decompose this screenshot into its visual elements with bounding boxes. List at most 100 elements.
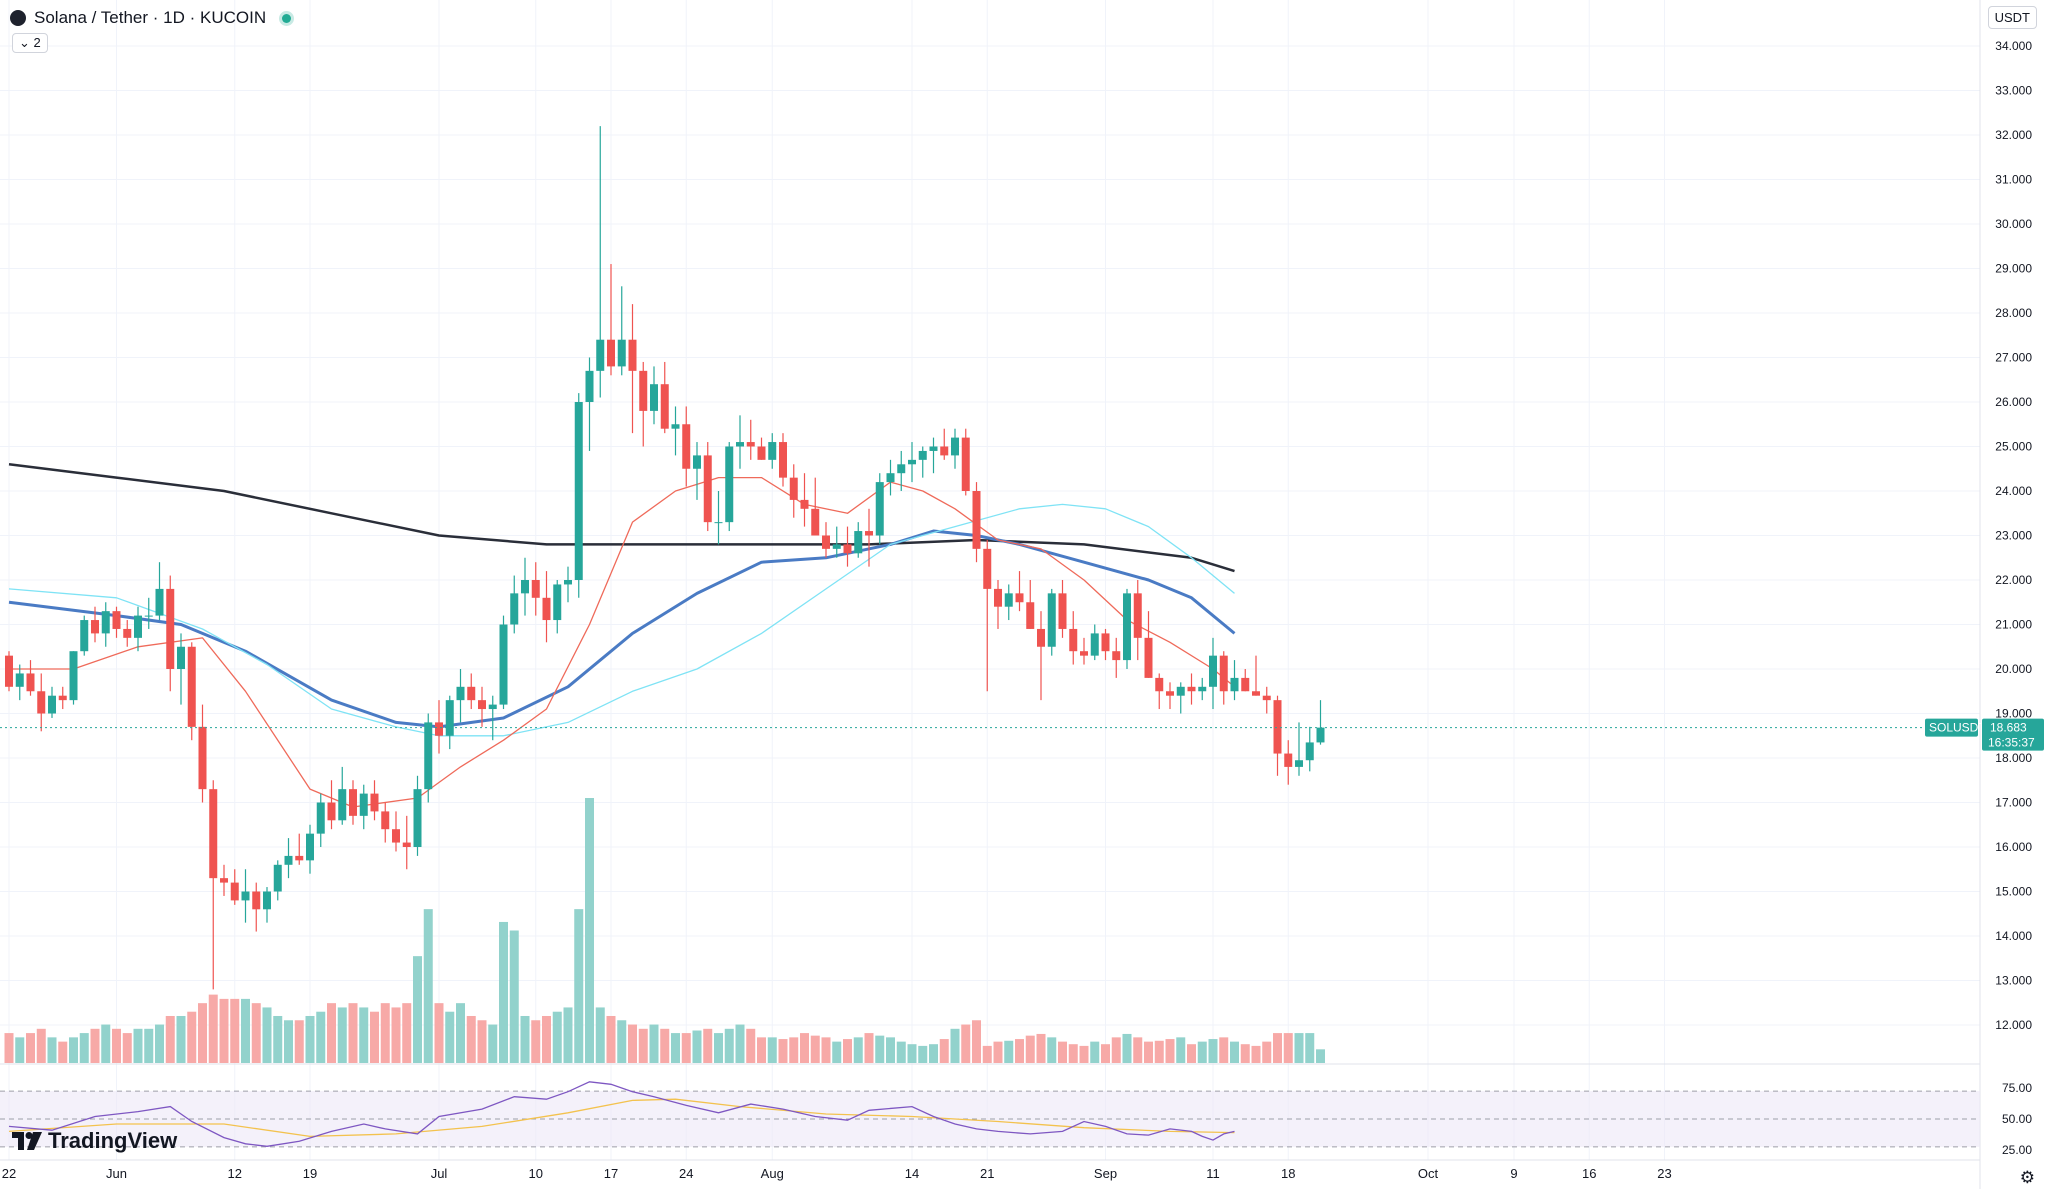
candle-body[interactable]: [327, 802, 336, 821]
candle-body[interactable]: [908, 459, 916, 465]
candle-body[interactable]: [424, 722, 433, 790]
candle-body[interactable]: [58, 695, 67, 701]
candle-body[interactable]: [273, 864, 282, 892]
candle-body[interactable]: [166, 588, 175, 669]
candle-body[interactable]: [843, 544, 852, 554]
candle-body[interactable]: [37, 691, 46, 714]
candle-body[interactable]: [983, 548, 992, 589]
candle-body[interactable]: [349, 789, 357, 816]
candle-body[interactable]: [209, 789, 218, 879]
candle-body[interactable]: [854, 531, 863, 554]
candle-body[interactable]: [650, 384, 658, 411]
candle-body[interactable]: [994, 588, 1002, 607]
candle-body[interactable]: [865, 531, 873, 536]
candle-body[interactable]: [1176, 686, 1185, 696]
candle-body[interactable]: [80, 620, 89, 652]
candle-body[interactable]: [1262, 695, 1271, 701]
candle-body[interactable]: [811, 508, 820, 536]
candle-body[interactable]: [1155, 677, 1164, 692]
candle-body[interactable]: [177, 646, 185, 669]
candle-body[interactable]: [972, 491, 981, 549]
candle-body[interactable]: [1090, 633, 1099, 656]
candle-body[interactable]: [295, 855, 304, 861]
candle-body[interactable]: [1037, 628, 1045, 647]
candle-body[interactable]: [832, 544, 841, 549]
candle-body[interactable]: [1004, 593, 1013, 607]
candle-body[interactable]: [628, 339, 637, 371]
candle-body[interactable]: [1026, 602, 1035, 629]
candle-body[interactable]: [789, 477, 798, 500]
candle-body[interactable]: [510, 593, 519, 625]
candle-body[interactable]: [445, 700, 454, 736]
candle-body[interactable]: [940, 446, 949, 456]
candle-body[interactable]: [230, 882, 239, 901]
candle-body[interactable]: [961, 437, 970, 491]
candle-body[interactable]: [48, 695, 56, 714]
candle-body[interactable]: [155, 588, 164, 616]
candle-body[interactable]: [886, 473, 895, 483]
candle-body[interactable]: [660, 384, 669, 429]
candle-body[interactable]: [574, 402, 583, 580]
candle-body[interactable]: [564, 580, 572, 585]
candle-body[interactable]: [499, 624, 508, 705]
market-status-icon[interactable]: [282, 13, 292, 23]
candle-body[interactable]: [316, 802, 325, 834]
candle-body[interactable]: [542, 597, 551, 621]
candle-body[interactable]: [1284, 753, 1293, 767]
candlesticks[interactable]: [5, 126, 1325, 990]
candle-body[interactable]: [1209, 655, 1217, 687]
candle-body[interactable]: [1123, 593, 1131, 661]
candle-body[interactable]: [1015, 593, 1024, 603]
candle-body[interactable]: [757, 446, 766, 460]
candle-body[interactable]: [370, 793, 379, 812]
candle-body[interactable]: [1252, 691, 1260, 696]
candle-body[interactable]: [69, 651, 78, 701]
candle-body[interactable]: [134, 615, 142, 638]
candle-body[interactable]: [639, 370, 648, 411]
candle-body[interactable]: [123, 628, 132, 638]
candle-body[interactable]: [736, 442, 744, 447]
candle-body[interactable]: [101, 611, 110, 634]
candle-body[interactable]: [746, 442, 755, 447]
candle-body[interactable]: [918, 450, 927, 460]
candle-body[interactable]: [779, 442, 787, 478]
candle-body[interactable]: [488, 704, 497, 710]
candle-body[interactable]: [402, 842, 411, 847]
candle-body[interactable]: [929, 446, 938, 451]
candle-body[interactable]: [15, 673, 24, 687]
candle-body[interactable]: [198, 726, 207, 790]
candle-body[interactable]: [714, 522, 723, 524]
candle-body[interactable]: [1069, 628, 1078, 652]
candle-body[interactable]: [220, 878, 228, 883]
candle-body[interactable]: [1230, 677, 1239, 692]
candle-body[interactable]: [1047, 593, 1056, 647]
candle-body[interactable]: [1273, 700, 1282, 754]
candle-body[interactable]: [26, 673, 35, 692]
rsi-pane[interactable]: [0, 1081, 1980, 1148]
candle-body[interactable]: [413, 789, 422, 847]
candle-body[interactable]: [478, 700, 486, 710]
candle-body[interactable]: [617, 339, 626, 367]
symbol-header[interactable]: Solana / Tether · 1D · KUCOIN: [10, 8, 292, 28]
candle-body[interactable]: [703, 455, 712, 523]
candle-body[interactable]: [1112, 651, 1121, 661]
candle-body[interactable]: [585, 370, 594, 402]
candle-body[interactable]: [91, 620, 99, 634]
candle-body[interactable]: [263, 891, 271, 910]
candle-body[interactable]: [768, 442, 777, 460]
candle-body[interactable]: [531, 580, 540, 598]
candle-body[interactable]: [1058, 593, 1067, 629]
candle-body[interactable]: [951, 437, 959, 456]
candle-body[interactable]: [1187, 686, 1196, 692]
candle-body[interactable]: [822, 535, 830, 549]
candle-body[interactable]: [284, 855, 293, 865]
candle-body[interactable]: [187, 646, 196, 727]
candle-body[interactable]: [607, 339, 615, 367]
settings-gear-icon[interactable]: ⚙: [2019, 1168, 2035, 1187]
symbol-title[interactable]: Solana / Tether · 1D · KUCOIN: [34, 8, 267, 27]
candle-body[interactable]: [1080, 651, 1088, 656]
candle-body[interactable]: [241, 891, 250, 901]
candle-body[interactable]: [338, 789, 347, 821]
candle-body[interactable]: [1133, 593, 1142, 638]
